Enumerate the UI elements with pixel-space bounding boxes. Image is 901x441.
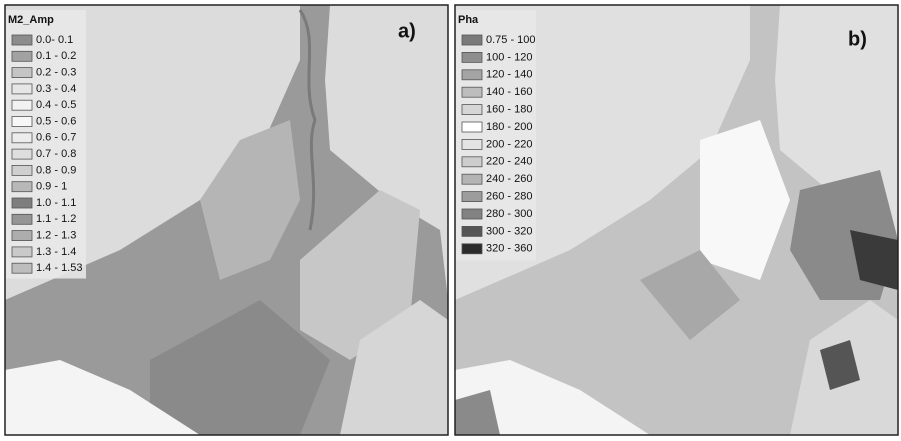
legend-swatch [12, 214, 32, 224]
legend-label: 1.3 - 1.4 [36, 246, 76, 258]
legend-swatch [462, 70, 482, 80]
legend-swatch [462, 209, 482, 219]
legend-swatch [12, 263, 32, 273]
legend-label: 280 - 300 [486, 208, 532, 220]
legend-label: 0.7 - 0.8 [36, 148, 76, 160]
legend-label: 0.9 - 1 [36, 181, 67, 193]
legend-swatch [462, 174, 482, 184]
legend-label: 0.0- 0.1 [36, 34, 73, 46]
legend-label: 260 - 280 [486, 191, 532, 203]
legend-label: 320 - 360 [486, 243, 532, 255]
legend-label: 1.0 - 1.1 [36, 197, 76, 209]
legend-swatch [462, 87, 482, 97]
legend-label: 100 - 120 [486, 51, 532, 63]
legend-swatch [12, 165, 32, 175]
legend-swatch [12, 198, 32, 208]
legend-label: 160 - 180 [486, 104, 532, 116]
legend-label: 0.8 - 0.9 [36, 164, 76, 176]
legend-title: M2_Amp [8, 14, 54, 26]
legend-swatch [12, 84, 32, 94]
legend-label: 0.2 - 0.3 [36, 67, 76, 79]
legend-label: 1.2 - 1.3 [36, 230, 76, 242]
legend-label: 0.1 - 0.2 [36, 50, 76, 62]
legend-swatch [462, 35, 482, 45]
legend-label: 0.75 - 100 [486, 34, 536, 46]
legend-label: 0.4 - 0.5 [36, 99, 76, 111]
legend-label: 1.1 - 1.2 [36, 213, 76, 225]
legend-label: 200 - 220 [486, 138, 532, 150]
legend-swatch [12, 117, 32, 127]
legend-label: 240 - 260 [486, 173, 532, 185]
figure: a) M2_Amp 0.0- 0.1 0.1 - 0.2 0.2 - 0.3 0.3 - … [0, 0, 901, 441]
legend-title: Pha [458, 14, 479, 26]
legend-swatch [12, 231, 32, 241]
panel-tag: b) [848, 28, 867, 50]
legend-label: 1.4 - 1.53 [36, 262, 82, 274]
legend-swatch [462, 105, 482, 115]
legend-swatch [12, 149, 32, 159]
legend-swatch [462, 52, 482, 62]
legend-swatch [462, 139, 482, 149]
legend-swatch [12, 247, 32, 257]
legend-label: 0.5 - 0.6 [36, 115, 76, 127]
legend-swatch [12, 35, 32, 45]
page: {"panels": [ {"tag": "a)", "legend": {"t… [0, 0, 901, 441]
legend-label: 300 - 320 [486, 225, 532, 237]
legend-swatch [462, 122, 482, 132]
legend-swatch [12, 100, 32, 110]
legend-swatch [462, 192, 482, 202]
legend-swatch [12, 133, 32, 143]
legend-swatch [12, 68, 32, 78]
legend-label: 120 - 140 [486, 69, 532, 81]
legend-swatch [462, 157, 482, 167]
legend-box [456, 10, 536, 260]
legend-label: 180 - 200 [486, 121, 532, 133]
legend-label: 220 - 240 [486, 156, 532, 168]
legend-swatch [12, 182, 32, 192]
legend-swatch [462, 244, 482, 254]
legend-swatch [462, 226, 482, 236]
panel-tag: a) [398, 20, 416, 42]
legend-label: 0.3 - 0.4 [36, 83, 76, 95]
legend-label: 0.6 - 0.7 [36, 132, 76, 144]
legend-label: 140 - 160 [486, 86, 532, 98]
legend-swatch [12, 51, 32, 61]
